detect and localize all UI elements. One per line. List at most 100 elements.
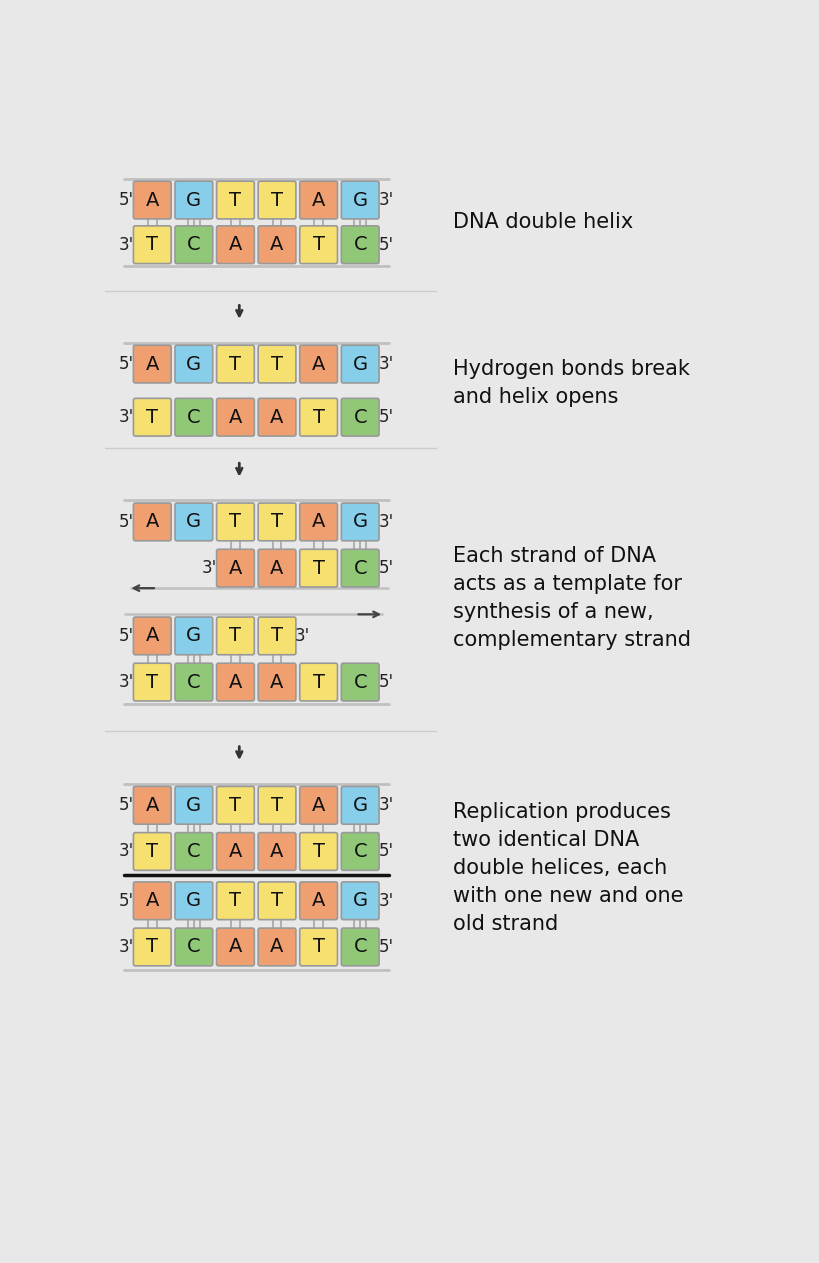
Text: 3': 3' xyxy=(378,355,393,373)
Text: 5': 5' xyxy=(119,191,134,210)
FancyBboxPatch shape xyxy=(341,663,378,701)
Text: T: T xyxy=(146,842,158,861)
Text: G: G xyxy=(352,513,367,532)
FancyBboxPatch shape xyxy=(174,226,212,264)
Text: 3': 3' xyxy=(201,560,217,577)
Text: A: A xyxy=(270,558,283,577)
Text: A: A xyxy=(270,408,283,427)
Text: T: T xyxy=(146,408,158,427)
Text: T: T xyxy=(229,191,241,210)
FancyBboxPatch shape xyxy=(216,181,254,218)
FancyBboxPatch shape xyxy=(258,549,296,587)
Text: G: G xyxy=(352,191,367,210)
Text: C: C xyxy=(187,673,201,692)
FancyBboxPatch shape xyxy=(341,345,378,383)
FancyBboxPatch shape xyxy=(341,398,378,436)
FancyBboxPatch shape xyxy=(216,345,254,383)
Text: T: T xyxy=(312,842,324,861)
FancyBboxPatch shape xyxy=(300,882,337,919)
Text: 5': 5' xyxy=(378,673,393,691)
Text: T: T xyxy=(229,513,241,532)
Text: C: C xyxy=(353,408,367,427)
FancyBboxPatch shape xyxy=(133,663,171,701)
Text: C: C xyxy=(187,235,201,254)
FancyBboxPatch shape xyxy=(174,928,212,966)
Text: C: C xyxy=(353,235,367,254)
FancyBboxPatch shape xyxy=(174,398,212,436)
Text: C: C xyxy=(353,937,367,956)
Text: T: T xyxy=(312,937,324,956)
Text: A: A xyxy=(311,191,325,210)
Text: A: A xyxy=(229,673,242,692)
Text: G: G xyxy=(352,796,367,815)
Text: A: A xyxy=(311,355,325,374)
FancyBboxPatch shape xyxy=(258,832,296,870)
FancyBboxPatch shape xyxy=(216,832,254,870)
Text: T: T xyxy=(312,558,324,577)
Text: C: C xyxy=(353,673,367,692)
FancyBboxPatch shape xyxy=(216,882,254,919)
FancyBboxPatch shape xyxy=(216,503,254,541)
Text: A: A xyxy=(229,558,242,577)
FancyBboxPatch shape xyxy=(216,928,254,966)
Text: A: A xyxy=(146,796,159,815)
Text: T: T xyxy=(229,892,241,911)
Text: T: T xyxy=(271,355,283,374)
Text: A: A xyxy=(270,673,283,692)
Text: 3': 3' xyxy=(119,236,134,254)
Text: 5': 5' xyxy=(378,842,393,860)
Text: 5': 5' xyxy=(119,513,134,530)
FancyBboxPatch shape xyxy=(133,345,171,383)
FancyBboxPatch shape xyxy=(133,928,171,966)
Text: 3': 3' xyxy=(119,842,134,860)
Text: A: A xyxy=(311,892,325,911)
FancyBboxPatch shape xyxy=(300,549,337,587)
Text: 3': 3' xyxy=(378,513,393,530)
Text: A: A xyxy=(311,796,325,815)
Text: T: T xyxy=(146,673,158,692)
Text: T: T xyxy=(271,796,283,815)
FancyBboxPatch shape xyxy=(216,787,254,825)
Text: G: G xyxy=(186,355,201,374)
FancyBboxPatch shape xyxy=(174,181,212,218)
FancyBboxPatch shape xyxy=(341,787,378,825)
FancyBboxPatch shape xyxy=(341,882,378,919)
Text: 5': 5' xyxy=(119,626,134,645)
Text: T: T xyxy=(229,355,241,374)
FancyBboxPatch shape xyxy=(300,345,337,383)
Text: G: G xyxy=(352,892,367,911)
FancyBboxPatch shape xyxy=(258,226,296,264)
FancyBboxPatch shape xyxy=(258,663,296,701)
FancyBboxPatch shape xyxy=(133,398,171,436)
Text: G: G xyxy=(352,355,367,374)
FancyBboxPatch shape xyxy=(341,928,378,966)
FancyBboxPatch shape xyxy=(341,832,378,870)
FancyBboxPatch shape xyxy=(174,618,212,654)
FancyBboxPatch shape xyxy=(300,226,337,264)
Text: 3': 3' xyxy=(119,938,134,956)
FancyBboxPatch shape xyxy=(216,226,254,264)
Text: 5': 5' xyxy=(378,236,393,254)
FancyBboxPatch shape xyxy=(133,787,171,825)
FancyBboxPatch shape xyxy=(300,181,337,218)
Text: 3': 3' xyxy=(378,892,393,909)
FancyBboxPatch shape xyxy=(258,398,296,436)
FancyBboxPatch shape xyxy=(258,618,296,654)
FancyBboxPatch shape xyxy=(133,832,171,870)
FancyBboxPatch shape xyxy=(216,663,254,701)
Text: 5': 5' xyxy=(119,892,134,909)
Text: G: G xyxy=(186,796,201,815)
Text: A: A xyxy=(146,355,159,374)
Text: A: A xyxy=(146,626,159,645)
Text: 3': 3' xyxy=(378,796,393,815)
Text: T: T xyxy=(312,673,324,692)
Text: T: T xyxy=(146,235,158,254)
Text: T: T xyxy=(271,626,283,645)
Text: 3': 3' xyxy=(295,626,310,645)
FancyBboxPatch shape xyxy=(216,549,254,587)
FancyBboxPatch shape xyxy=(258,928,296,966)
Text: DNA double helix: DNA double helix xyxy=(452,212,632,232)
FancyBboxPatch shape xyxy=(300,503,337,541)
Text: 5': 5' xyxy=(378,408,393,426)
FancyBboxPatch shape xyxy=(174,503,212,541)
